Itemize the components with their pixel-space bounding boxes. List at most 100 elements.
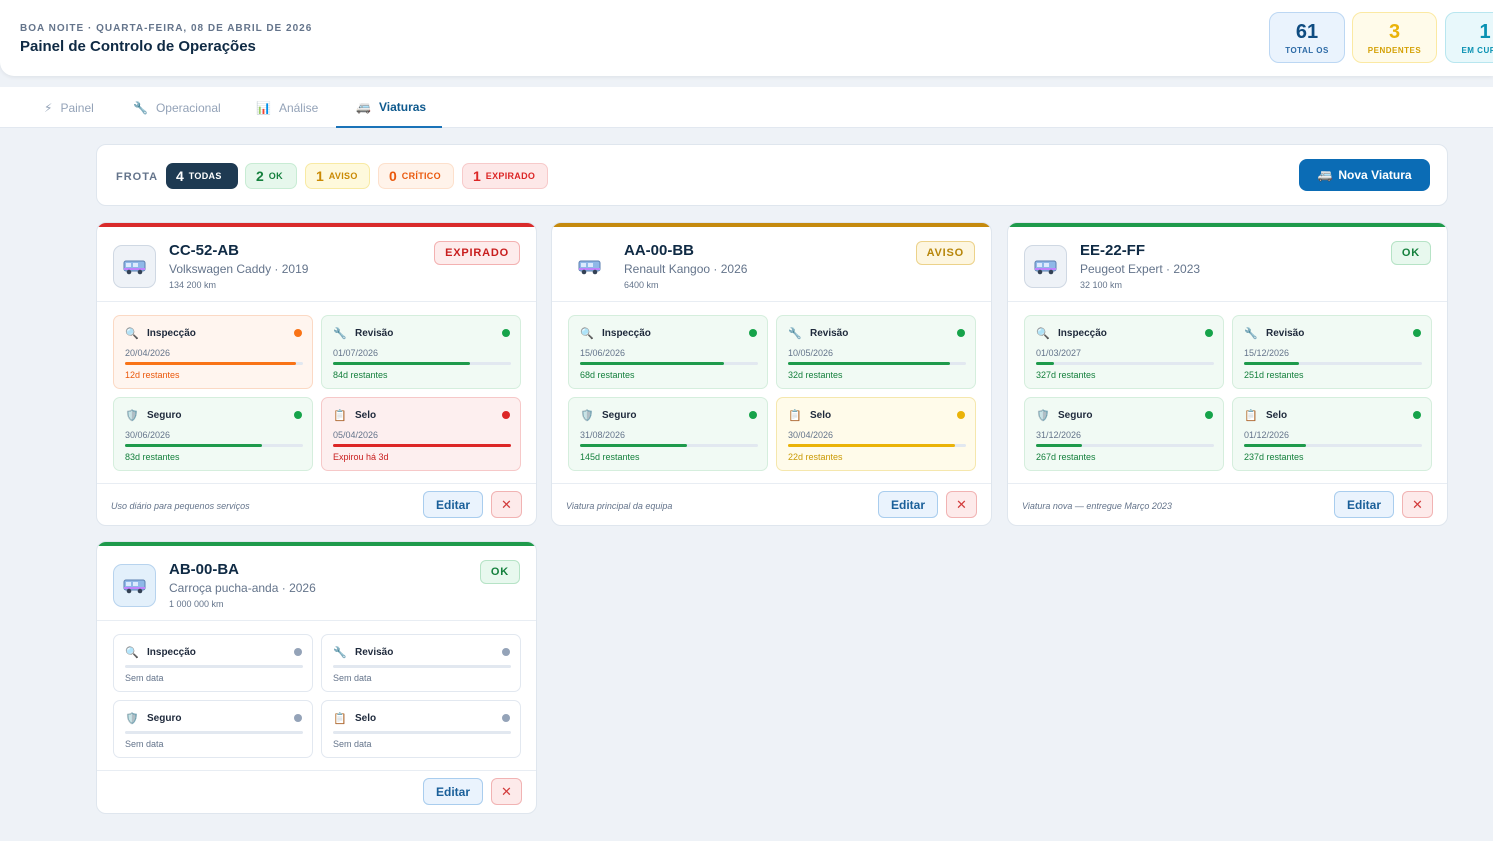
stat-value: 61 [1295,21,1319,43]
filter-expirado[interactable]: 1 EXPIRADO [462,163,548,189]
vehicle-card: AB-00-BA Carroça pucha-anda · 2026 1 000… [96,541,537,814]
progress-fill [1036,362,1054,365]
filter-todas[interactable]: 4 TODAS [166,163,238,189]
vehicle-note: Viatura nova — entregue Março 2023 [1022,501,1172,511]
progress-fill [1244,362,1300,365]
metric-date: Sem data [125,673,164,683]
vehicle-card: EE-22-FF Peugeot Expert · 2023 32 100 km… [1007,222,1448,526]
vehicle-model: Volkswagen Caddy · 2019 [169,262,309,276]
tab-analise[interactable]: 📊 Análise [256,87,318,128]
edit-button[interactable]: Editar [878,491,938,518]
delete-button[interactable]: ✕ [491,778,522,805]
vehicle-note: Viatura principal da equipa [566,501,673,511]
divider [97,483,536,484]
progress-fill [125,444,263,447]
stat-value: 1 [1479,21,1491,43]
metric-name: Revisão [1266,328,1305,339]
van-icon [113,245,156,288]
metric-seguro: 🛡️ Seguro 30/06/2026 83d restantes [113,397,313,471]
metric-selo: 📋 Selo Sem data [321,700,521,758]
metric-remaining: 237d restantes [1244,452,1304,462]
divider [97,770,536,771]
metric-revisão: 🔧 Revisão 15/12/2026 251d restantes [1232,315,1432,389]
metric-selo: 📋 Selo 01/12/2026 237d restantes [1232,397,1432,471]
shield-icon: 🛡️ [580,410,594,422]
metric-remaining: 68d restantes [580,370,635,380]
divider [1008,483,1447,484]
metric-date: 15/06/2026 [580,348,626,358]
bar-chart-icon: 📊 [256,100,271,115]
tab-painel[interactable]: ⚡ Painel [44,87,94,128]
magnifier-icon: 🔍 [1036,328,1050,340]
progress-track [1244,362,1422,365]
divider [97,301,536,302]
vehicle-plate: AB-00-BA [169,561,240,578]
divider [552,301,991,302]
metric-name: Inspecção [147,647,196,658]
delete-button[interactable]: ✕ [1402,491,1433,518]
delete-button[interactable]: ✕ [491,491,522,518]
stat-total-os[interactable]: 61 TOTAL OS [1269,12,1345,63]
status-badge: OK [1390,241,1431,265]
progress-track [580,362,758,365]
metric-inspecção: 🔍 Inspecção 15/06/2026 68d restantes [568,315,768,389]
fleet-filter-bar: FROTA 4 TODAS 2 OK 1 AVISO 0 CRÍTICO 1 E… [96,144,1448,206]
van-icon: 🚐 [356,99,371,114]
wrench-icon: 🔧 [788,328,802,340]
vehicle-km: 6400 km [624,280,659,290]
metric-name: Revisão [355,328,394,339]
progress-track [788,362,966,365]
page-header: BOA NOITE · QUARTA-FEIRA, 08 DE ABRIL DE… [0,0,1493,76]
filter-count: 0 [389,168,397,184]
metric-remaining: 84d restantes [333,370,388,380]
stat-label: EM CURSO [1461,46,1493,55]
status-dot [749,411,757,419]
magnifier-icon: 🔍 [125,647,139,659]
metric-seguro: 🛡️ Seguro 31/08/2026 145d restantes [568,397,768,471]
clipboard-icon: 📋 [333,410,347,422]
metric-date: 01/12/2026 [1244,430,1290,440]
status-badge: OK [479,560,520,584]
new-vehicle-button[interactable]: 🚐 Nova Viatura [1299,159,1430,191]
wrench-icon: 🔧 [1244,328,1258,340]
metric-name: Selo [355,713,377,724]
metric-remaining: 251d restantes [1244,370,1304,380]
filter-critico[interactable]: 0 CRÍTICO [378,163,454,189]
edit-button[interactable]: Editar [1334,491,1394,518]
status-badge: AVISO [915,241,975,265]
status-dot [957,411,965,419]
filter-ok[interactable]: 2 OK [245,163,297,189]
progress-fill [580,362,725,365]
metric-date: 31/12/2026 [1036,430,1082,440]
status-dot [1413,411,1421,419]
stat-label: PENDENTES [1367,46,1422,55]
filter-aviso[interactable]: 1 AVISO [305,163,370,189]
tab-viaturas[interactable]: 🚐 Viaturas [336,87,442,128]
progress-track [333,362,511,365]
edit-button[interactable]: Editar [423,491,483,518]
status-dot [749,329,757,337]
metric-name: Seguro [602,410,637,421]
metric-date: 01/07/2026 [333,348,379,358]
wrench-icon: 🔧 [333,647,347,659]
progress-fill [580,444,687,447]
edit-button[interactable]: Editar [423,778,483,805]
metric-revisão: 🔧 Revisão 10/05/2026 32d restantes [776,315,976,389]
status-dot [957,329,965,337]
vehicle-model: Renault Kangoo · 2026 [624,262,748,276]
metric-seguro: 🛡️ Seguro 31/12/2026 267d restantes [1024,397,1224,471]
clipboard-icon: 📋 [1244,410,1258,422]
metric-date: 01/03/2027 [1036,348,1082,358]
progress-track [333,444,511,447]
progress-fill [788,444,956,447]
stat-em-curso[interactable]: 1 EM CURSO [1445,12,1493,63]
metric-inspecção: 🔍 Inspecção Sem data [113,634,313,692]
delete-button[interactable]: ✕ [946,491,977,518]
clipboard-icon: 📋 [333,713,347,725]
stat-pendentes[interactable]: 3 PENDENTES [1352,12,1437,63]
vehicle-km: 134 200 km [169,280,217,290]
filter-count: 4 [176,168,184,184]
progress-fill [1244,444,1307,447]
status-stripe [552,223,991,227]
tab-operacional[interactable]: 🔧 Operacional [133,87,221,128]
